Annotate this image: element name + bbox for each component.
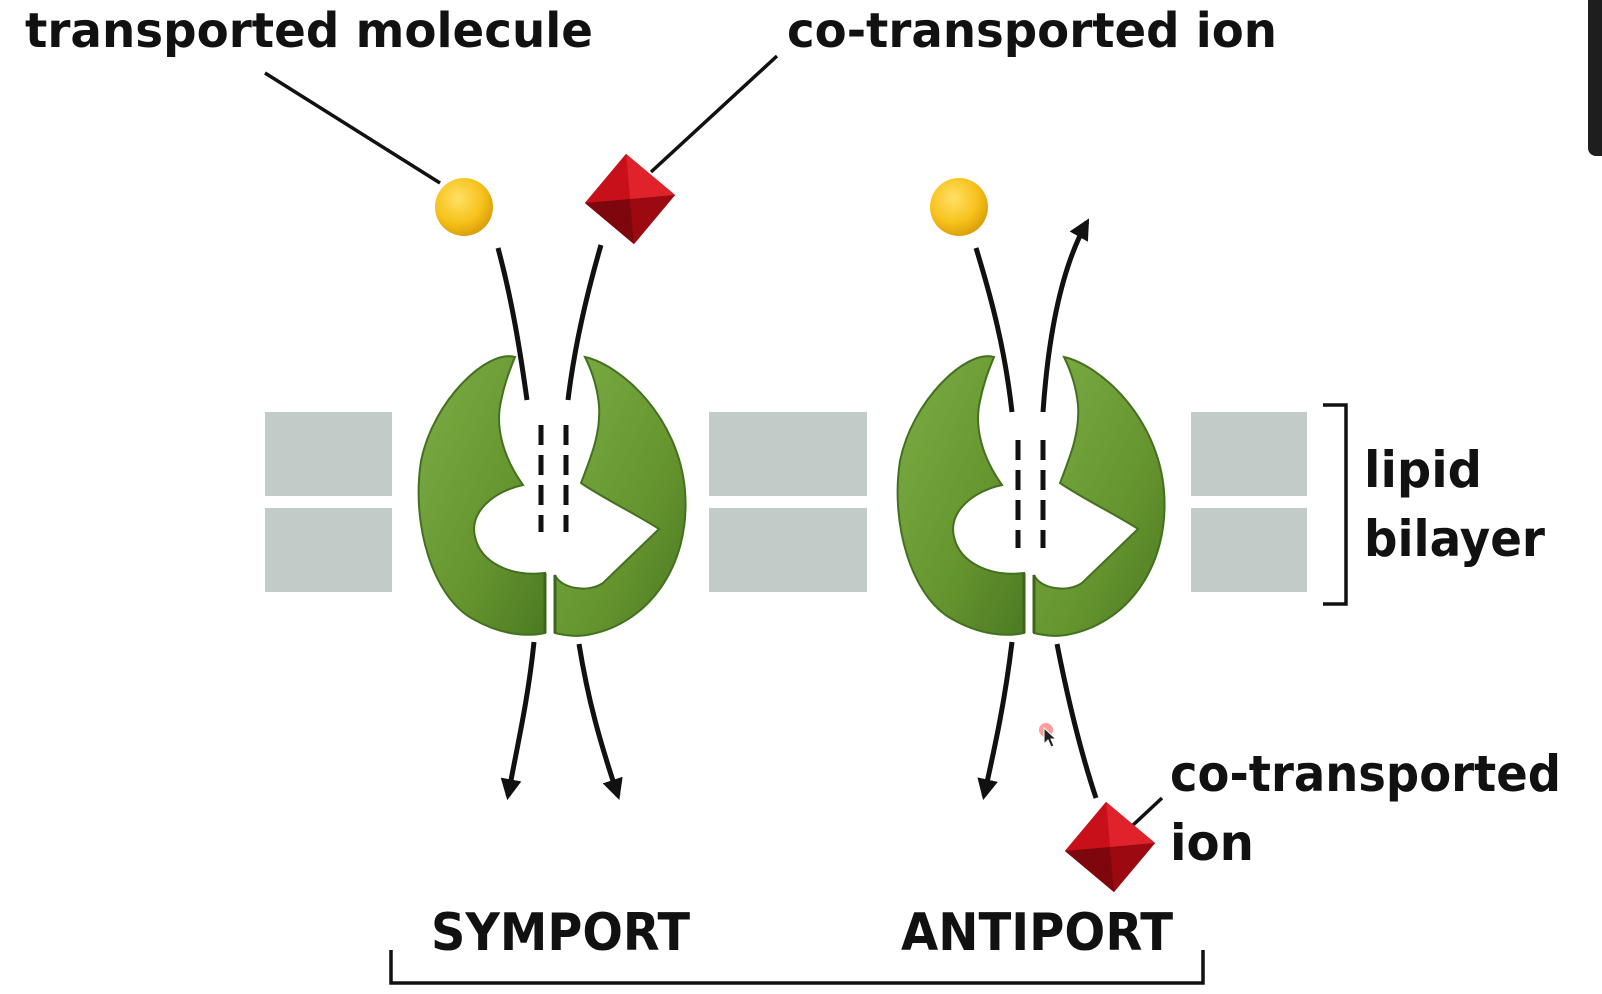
symport-ion-path-top (565, 244, 604, 401)
antiport-protein-right-half (1033, 355, 1166, 637)
membrane-block-right-bottom (1191, 508, 1307, 592)
antiport-molecule-path-top (973, 247, 1015, 413)
leader-line-co-transported-ion-top (649, 54, 779, 174)
membrane-block-left-top (265, 412, 392, 496)
symport-ion-arrow-down (576, 643, 623, 800)
leader-lines (264, 54, 1164, 828)
leader-line-transported-molecule (264, 71, 441, 185)
antiport-ion-path-bottom (1054, 643, 1099, 799)
symport-molecule-path-top (495, 247, 530, 401)
symport-protein-right-half (554, 355, 687, 637)
antiport-protein-left-half (896, 355, 1025, 636)
membrane-block-middle-bottom (709, 508, 867, 592)
red-diamond-icon (1064, 801, 1156, 893)
lipid-bilayer (265, 412, 1307, 592)
symport-transporter-protein (417, 355, 687, 637)
antiport-paths (973, 218, 1099, 801)
symport-protein-left-half (417, 355, 546, 636)
transporter-types-bracket (389, 950, 1205, 985)
mouse-cursor-icon (1039, 723, 1058, 748)
symport-paths (495, 244, 623, 801)
red-diamond-icon (584, 153, 676, 245)
co-transported-ion-bottom-label-line2: ion (1170, 814, 1254, 872)
co-transported-ion-top-label: co-transported ion (787, 3, 1277, 59)
symport-label: SYMPORT (431, 903, 690, 963)
bilayer-label: bilayer (1364, 510, 1545, 568)
symport-molecule-arrow-down (500, 641, 537, 801)
lipid-bilayer-bracket (1323, 403, 1348, 606)
leader-line-co-transported-ion-bottom (1130, 796, 1164, 828)
yellow-sphere-icon (930, 178, 988, 236)
membrane-block-middle-top (709, 412, 867, 496)
antiport-transporter-protein (896, 355, 1166, 637)
antiport-label: ANTIPORT (901, 903, 1173, 963)
membrane-block-left-bottom (265, 508, 392, 592)
lipid-label: lipid (1364, 441, 1482, 499)
window-edge-tab (1588, 0, 1602, 156)
membrane-block-right-top (1191, 412, 1307, 496)
yellow-sphere-icon (435, 178, 493, 236)
antiport-molecule-arrow-down (977, 641, 1015, 801)
transported-molecule-label: transported molecule (25, 3, 593, 59)
antiport-ion-arrow-up (1040, 218, 1090, 413)
co-transported-ion-bottom-label-line1: co-transported (1170, 745, 1561, 803)
